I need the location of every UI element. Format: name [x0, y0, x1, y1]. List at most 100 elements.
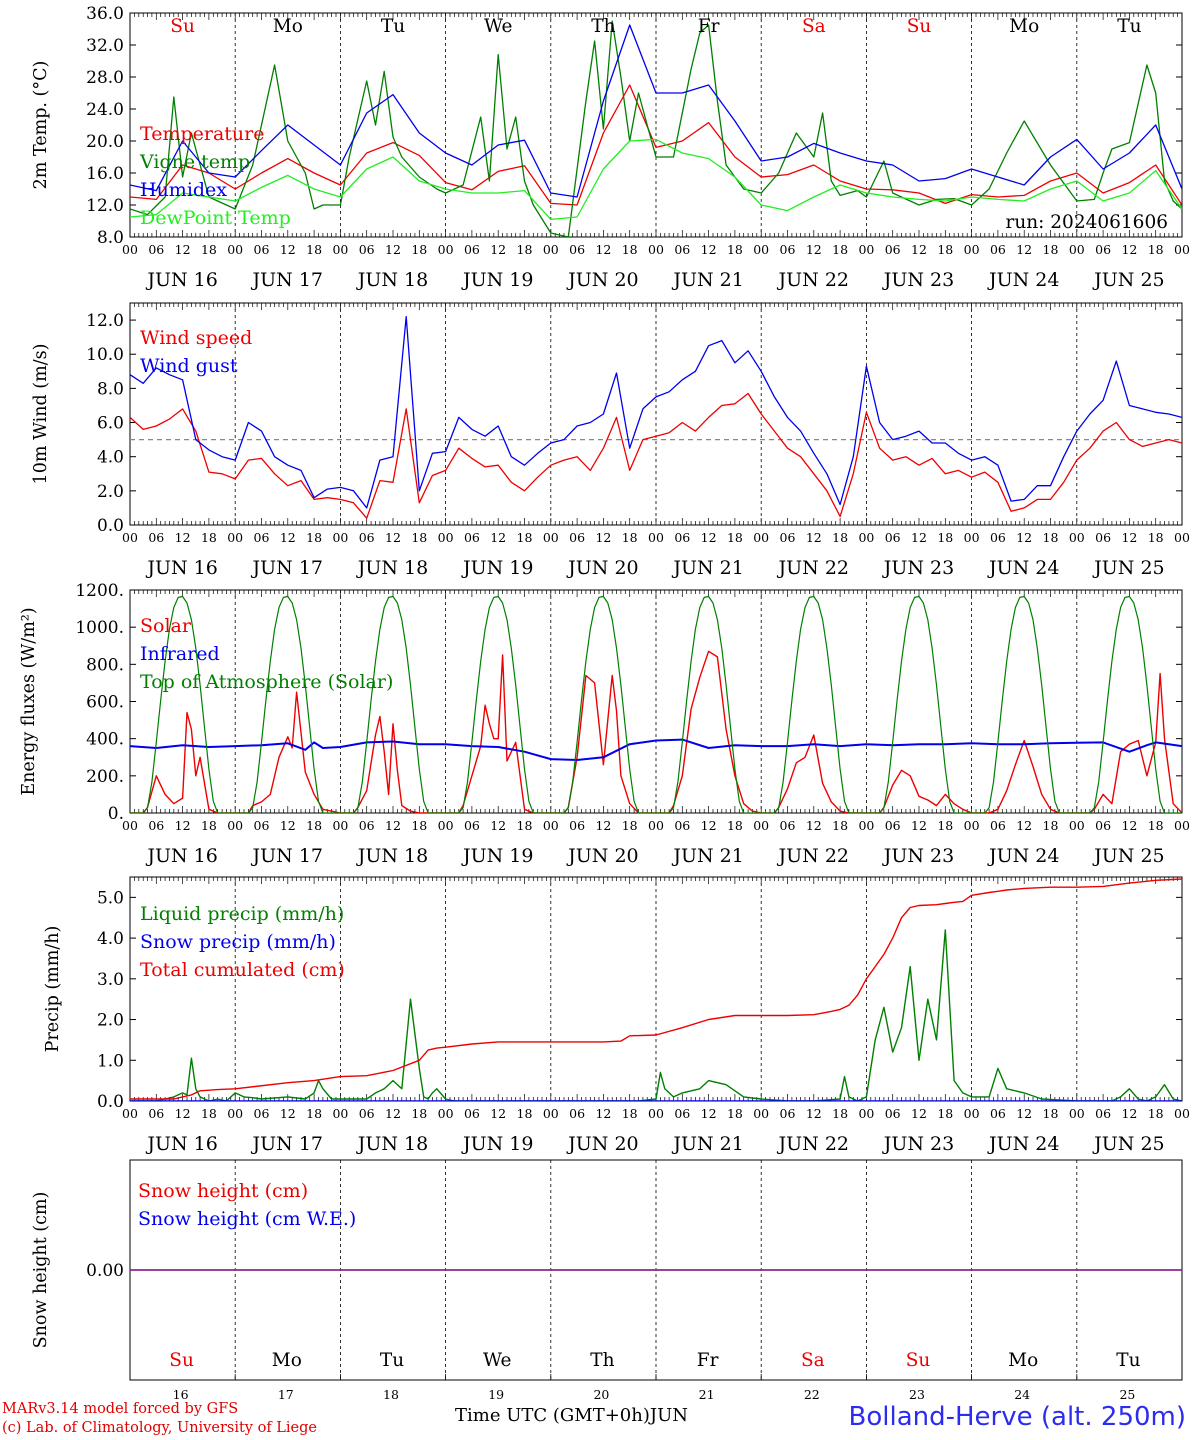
date-label: JUN 25: [1092, 845, 1164, 867]
day-number-label: 17: [278, 1387, 294, 1402]
weekday-label: Mo: [1009, 16, 1039, 37]
model-credit: MARv3.14 model forced by GFS: [2, 1401, 239, 1417]
hour-label: 18: [306, 1106, 322, 1121]
hour-label: 12: [175, 818, 191, 833]
y-tick-label: 200.: [86, 767, 124, 787]
hour-label: 06: [885, 530, 901, 545]
y-tick-label: 4.0: [97, 929, 124, 949]
hour-label: 12: [806, 530, 822, 545]
weekday-label: Mo: [272, 1350, 302, 1371]
hour-label: 12: [490, 1106, 506, 1121]
hour-label: 18: [306, 818, 322, 833]
weekday-label: We: [483, 1350, 512, 1371]
hour-label: 00: [753, 242, 769, 257]
hour-label: 00: [964, 1106, 980, 1121]
hour-label: 12: [1016, 242, 1032, 257]
time-axis-title: Time UTC (GMT+0h)JUN: [455, 1405, 688, 1426]
hour-label: 12: [490, 530, 506, 545]
hour-label: 00: [858, 242, 874, 257]
weekday-label: Sa: [801, 1350, 825, 1371]
hour-label: 06: [254, 1106, 270, 1121]
hour-label: 06: [1095, 1106, 1111, 1121]
hour-label: 00: [543, 242, 559, 257]
weekday-label: Su: [906, 1350, 931, 1371]
y-tick-label: 1.0: [97, 1051, 124, 1071]
date-label: JUN 21: [671, 845, 743, 867]
y-tick-label: 0.: [108, 804, 124, 824]
hour-label: 06: [1095, 530, 1111, 545]
y-tick-label: 1200.: [75, 581, 124, 601]
y-tick-label: 28.0: [86, 68, 124, 88]
legend-entry: Top of Atmosphere (Solar): [140, 671, 393, 693]
hour-label: 12: [1121, 818, 1137, 833]
hour-label: 00: [122, 242, 138, 257]
hour-label: 06: [780, 530, 796, 545]
weekday-label: Sa: [802, 16, 826, 37]
date-label: JUN 23: [882, 557, 954, 579]
panel-2: 0.0 2.0 4.0 6.0 8.0 10.0 12.0 10m Wind (m/s) 00 0…: [31, 302, 1190, 579]
hour-label: 00: [227, 530, 243, 545]
weekday-label: Fr: [698, 16, 720, 37]
station-name: Bolland-Herve (alt. 250m): [848, 1402, 1187, 1432]
hour-label: 06: [990, 530, 1006, 545]
hour-label: 06: [464, 1106, 480, 1121]
y-tick-label: 8.0: [97, 379, 124, 399]
day-number-label: 23: [909, 1387, 925, 1402]
hour-label: 00: [438, 1106, 454, 1121]
weekday-label: Th: [590, 1350, 614, 1371]
date-label: JUN 20: [566, 845, 638, 867]
hour-label: 06: [464, 530, 480, 545]
date-label: JUN 19: [461, 269, 533, 291]
hour-label: 00: [858, 1106, 874, 1121]
weekday-label: Th: [591, 16, 615, 37]
hour-label: 18: [622, 242, 638, 257]
date-label: JUN 18: [356, 1133, 428, 1155]
hour-label: 12: [385, 242, 401, 257]
hour-label: 12: [701, 530, 717, 545]
hour-label: 18: [937, 1106, 953, 1121]
legend-entry: Humidex: [140, 179, 227, 201]
panel-4: 0.0 1.0 2.0 3.0 4.0 5.0 Precip (mm/h) 00 06 12 18 J…: [43, 876, 1190, 1155]
y-tick-label: 12.0: [86, 311, 124, 331]
y-tick-label: 4.0: [97, 448, 124, 468]
day-number-label: 18: [383, 1387, 399, 1402]
hour-label: 06: [148, 1106, 164, 1121]
hour-ticks: [129, 877, 1183, 1101]
y-axis-label: Precip (mm/h): [43, 926, 63, 1053]
hour-label: 06: [780, 242, 796, 257]
series-top-of-atmosphere-solar: [1076, 595, 1182, 813]
series-total-cumulated-cm: [130, 878, 1182, 1100]
hour-label: 00: [648, 242, 664, 257]
date-label: JUN 25: [1092, 269, 1164, 291]
y-tick-label: 32.0: [86, 36, 124, 56]
hour-label: 12: [911, 1106, 927, 1121]
hour-label: 00: [1069, 242, 1085, 257]
hour-label: 18: [832, 818, 848, 833]
weekday-label: We: [484, 16, 513, 37]
hour-label: 18: [201, 818, 217, 833]
y-tick-label: 8.0: [97, 228, 124, 248]
hour-label: 00: [753, 818, 769, 833]
hour-label: 18: [622, 818, 638, 833]
hour-label: 12: [806, 1106, 822, 1121]
hour-label: 06: [148, 818, 164, 833]
hour-label: 18: [937, 530, 953, 545]
hour-label: 06: [359, 242, 375, 257]
hour-label: 00: [648, 530, 664, 545]
y-tick-label: 600.: [86, 693, 124, 713]
date-label: JUN 21: [671, 1133, 743, 1155]
date-label: JUN 16: [145, 557, 217, 579]
series-top-of-atmosphere-solar: [761, 595, 867, 813]
hour-label: 18: [727, 530, 743, 545]
hour-label: 12: [911, 242, 927, 257]
hour-label: 00: [543, 1106, 559, 1121]
y-tick-label: 1000.: [75, 618, 124, 638]
hour-label: 18: [411, 1106, 427, 1121]
hour-label: 00: [1069, 818, 1085, 833]
hour-label: 06: [148, 242, 164, 257]
hour-label: 00: [753, 1106, 769, 1121]
hour-label: 12: [1121, 1106, 1137, 1121]
date-label: JUN 16: [145, 1133, 217, 1155]
date-label: JUN 20: [566, 557, 638, 579]
